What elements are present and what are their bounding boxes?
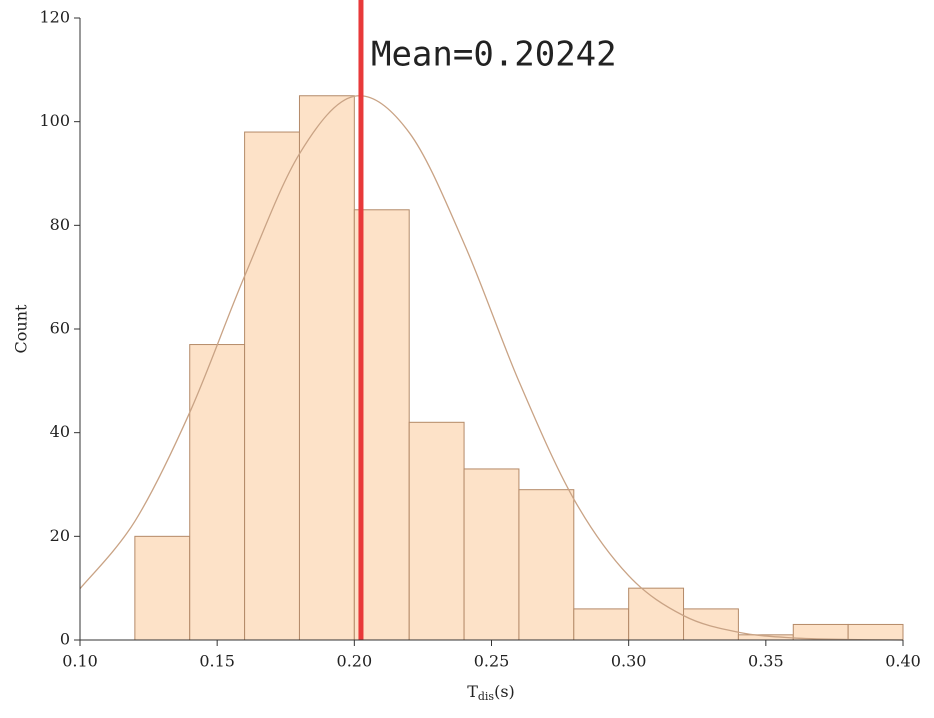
- x-tick-label: 0.20: [337, 652, 373, 671]
- y-tick-label: 20: [50, 526, 70, 545]
- y-tick-label: 60: [50, 319, 70, 338]
- x-tick-label: 0.40: [885, 652, 921, 671]
- bar: [408, 421, 465, 641]
- x-tick-label: 0.25: [474, 652, 510, 671]
- y-tick-label: 40: [50, 422, 70, 441]
- x-axis-label: Tdis(s): [467, 682, 515, 704]
- x-tick-label: 0.30: [611, 652, 647, 671]
- y-tick-label: 120: [39, 8, 70, 27]
- fit-curve: [79, 95, 904, 641]
- bar: [134, 535, 191, 641]
- bar: [353, 209, 410, 641]
- bar: [792, 623, 849, 641]
- x-tick-label: 0.35: [748, 652, 784, 671]
- bar: [628, 587, 685, 641]
- bar: [847, 623, 904, 641]
- y-axis-label: Count: [12, 304, 31, 353]
- x-label-sub: dis: [478, 690, 495, 703]
- x-label-unit: (s): [494, 682, 515, 701]
- bar: [189, 344, 246, 641]
- bar: [683, 608, 739, 641]
- x-tick-label: 0.10: [62, 652, 98, 671]
- bar: [298, 95, 355, 641]
- mean-annotation: Mean=0.20242: [371, 35, 617, 75]
- x-tick-label: 0.15: [199, 652, 235, 671]
- bar: [463, 468, 520, 641]
- y-tick-label: 80: [50, 215, 70, 234]
- x-label-main: T: [467, 682, 478, 701]
- bar: [573, 608, 630, 641]
- bar: [244, 131, 300, 641]
- y-tick-label: 100: [39, 111, 70, 130]
- y-tick-label: 0: [60, 630, 70, 649]
- bar: [518, 489, 575, 641]
